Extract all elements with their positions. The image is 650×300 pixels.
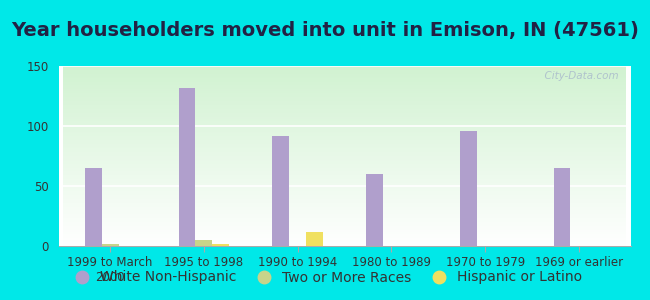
Legend: White Non-Hispanic, Two or More Races, Hispanic or Latino: White Non-Hispanic, Two or More Races, H…	[62, 265, 588, 290]
Bar	[101, 244, 118, 246]
Bar	[196, 240, 213, 246]
Bar	[272, 136, 289, 246]
Text: Year householders moved into unit in Emison, IN (47561): Year householders moved into unit in Emi…	[11, 21, 639, 40]
Bar	[179, 88, 196, 246]
Bar	[554, 168, 571, 246]
Bar	[306, 232, 323, 246]
Bar	[213, 244, 229, 246]
Bar	[460, 131, 476, 246]
Text: City-Data.com: City-Data.com	[538, 71, 619, 81]
Bar	[366, 174, 383, 246]
Bar	[84, 168, 101, 246]
